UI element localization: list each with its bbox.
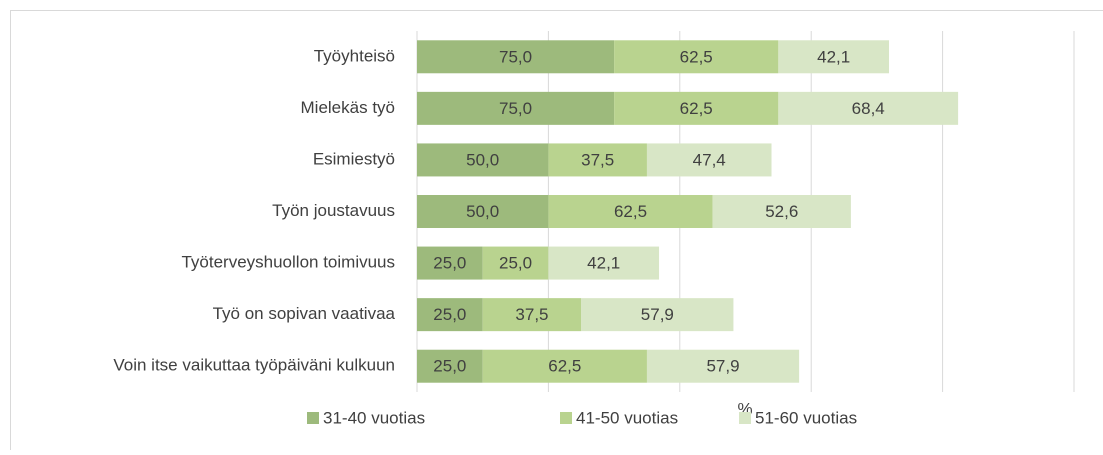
data-label: 62,5 [680, 99, 713, 118]
y-tick-label: Työ on sopivan vaativaa [213, 304, 396, 323]
y-tick-label: Voin itse vaikuttaa työpäiväni kulkuun [113, 356, 395, 375]
data-label: 42,1 [587, 254, 620, 273]
legend-swatch [560, 412, 572, 424]
data-label: 68,4 [852, 99, 885, 118]
legend-label: 31-40 vuotias [323, 408, 425, 427]
data-label: 57,9 [641, 305, 674, 324]
data-label: 62,5 [614, 202, 647, 221]
legend-label: 41-50 vuotias [576, 408, 678, 427]
data-label: 62,5 [548, 357, 581, 376]
y-tick-label: Työyhteisö [314, 46, 395, 65]
data-label: 25,0 [433, 357, 466, 376]
data-label: 25,0 [433, 305, 466, 324]
data-label: 25,0 [433, 254, 466, 273]
data-label: 42,1 [817, 47, 850, 66]
y-tick-label: Mielekäs työ [301, 98, 395, 117]
chart-frame [11, 11, 1103, 451]
data-label: 57,9 [706, 357, 739, 376]
y-tick-label: Työn joustavuus [272, 201, 395, 220]
data-label: 50,0 [466, 202, 499, 221]
data-label: 52,6 [765, 202, 798, 221]
y-tick-label: Esimiestyö [313, 149, 395, 168]
data-label: 47,4 [693, 150, 726, 169]
y-tick-label: Työterveyshuollon toimivuus [181, 253, 395, 272]
data-label: 62,5 [680, 47, 713, 66]
data-label: 25,0 [499, 254, 532, 273]
legend-swatch [739, 412, 751, 424]
data-label: 37,5 [515, 305, 548, 324]
data-label: 75,0 [499, 99, 532, 118]
data-label: 75,0 [499, 47, 532, 66]
data-label: 37,5 [581, 150, 614, 169]
legend-label: 51-60 vuotias [755, 408, 857, 427]
legend-swatch [307, 412, 319, 424]
data-label: 50,0 [466, 150, 499, 169]
